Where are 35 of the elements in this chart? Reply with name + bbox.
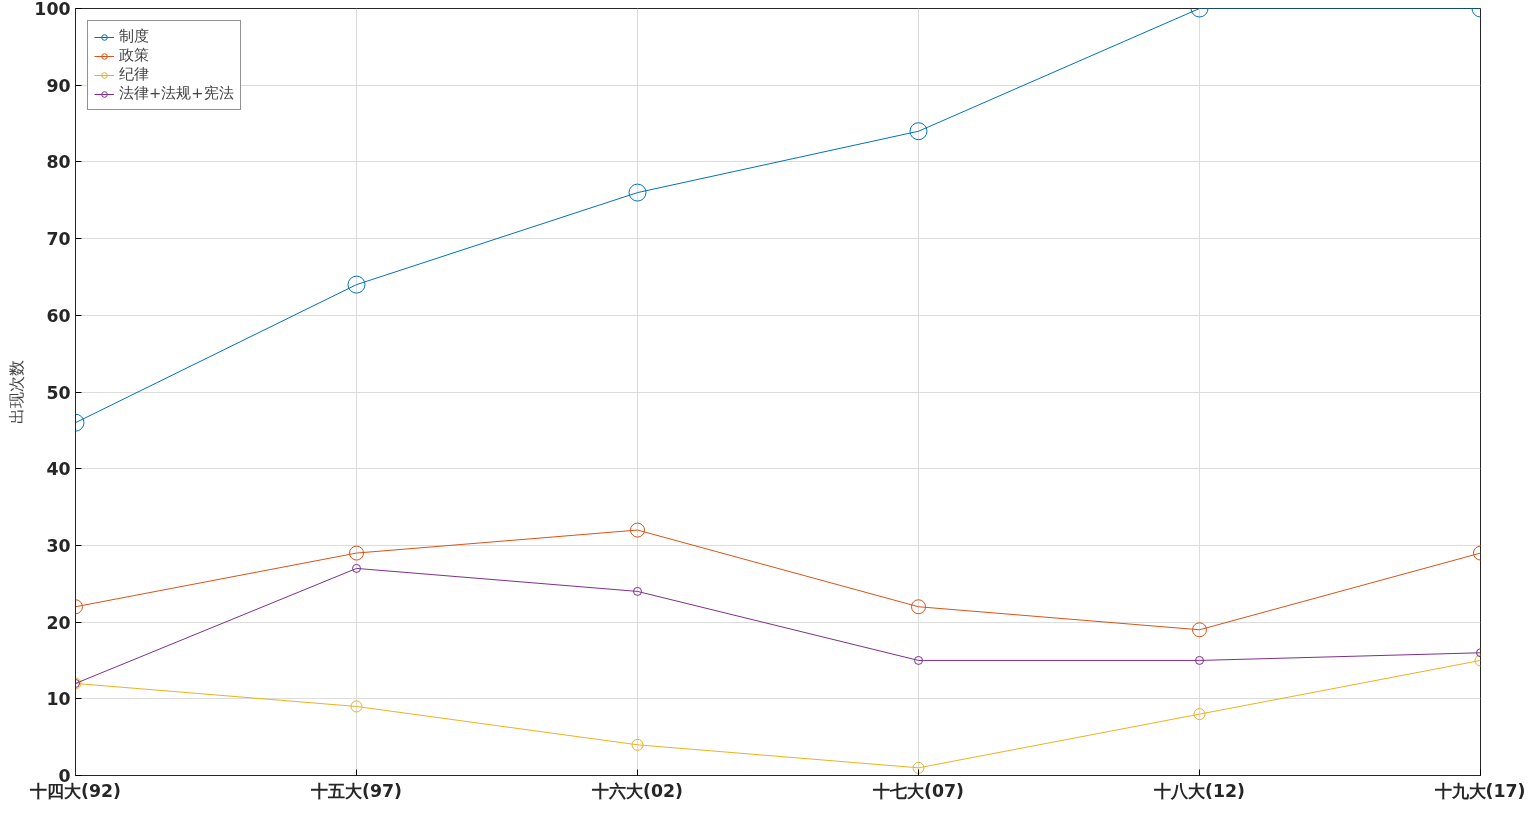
point [633, 586, 642, 596]
x-tick-label: 十六大(02) [591, 780, 683, 801]
legend-label: 法律+法规+宪法 [119, 84, 234, 103]
point [1193, 708, 1206, 721]
point [352, 563, 361, 573]
y-tick-label: 30 [46, 535, 71, 556]
point [1195, 655, 1204, 665]
y-tick-label: 70 [46, 229, 71, 250]
point [349, 545, 364, 561]
y-tick-label: 50 [46, 382, 71, 403]
point [347, 275, 366, 294]
x-tick-label: 十五大(97) [310, 780, 402, 801]
point [350, 700, 363, 713]
point [630, 522, 645, 538]
x-tick-label: 十七大(07) [872, 780, 964, 801]
x-tick-label: 十九大(17) [1433, 780, 1526, 801]
point [914, 655, 923, 665]
point [909, 122, 928, 141]
point [911, 599, 926, 615]
point [631, 738, 644, 751]
legend-label: 政策 [119, 46, 149, 65]
x-tick-label: 十八大(12) [1153, 780, 1245, 801]
y-tick-label: 60 [46, 305, 71, 326]
y-tick-label: 40 [46, 459, 71, 480]
point [912, 761, 925, 774]
y-tick-label: 20 [46, 612, 71, 633]
legend-label: 纪律 [119, 65, 149, 84]
point [1192, 622, 1207, 638]
point [628, 183, 647, 202]
y-tick-label: 10 [46, 689, 71, 710]
y-tick-label: 80 [46, 152, 71, 173]
legend-label: 制度 [119, 27, 149, 46]
y-tick-label: 90 [46, 75, 71, 96]
y-tick-label: 100 [34, 0, 71, 19]
y-axis-title: 出现次数 [7, 360, 27, 424]
